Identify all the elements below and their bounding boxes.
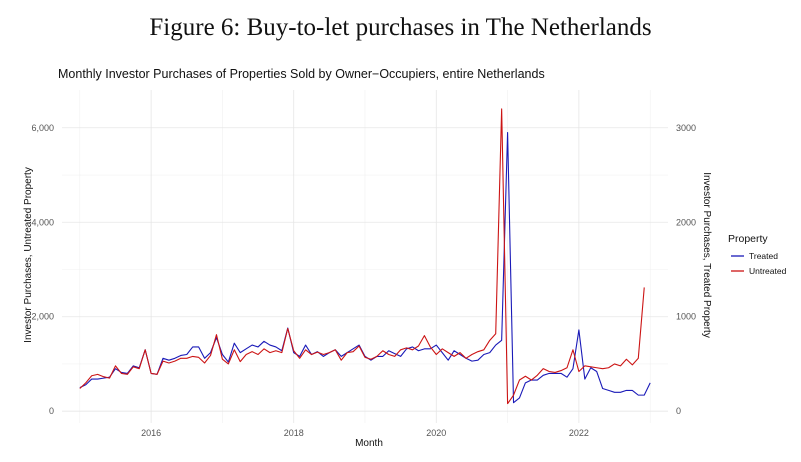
series-group (79, 108, 651, 405)
y-tick-label-right: 2000 (676, 217, 696, 227)
y-axis-label-right: Investor Purchases, Treated Property (701, 172, 712, 338)
legend-title: Property (728, 233, 768, 245)
figure-title: Figure 6: Buy-to-let purchases in The Ne… (149, 14, 652, 41)
y-axis-label-left: Investor Purchases, Untreated Property (23, 167, 34, 343)
y-tick-label-right: 0 (676, 406, 681, 416)
y-axis-right: 0 1000 2000 3000 (676, 123, 696, 416)
series-line-untreated (79, 108, 645, 405)
x-tick-label: 2016 (141, 428, 161, 438)
x-tick-label: 2020 (426, 428, 446, 438)
x-tick-label: 2022 (569, 428, 589, 438)
legend: Property Treated Untreated (728, 233, 787, 276)
legend-entry-treated: Treated (749, 251, 778, 261)
y-tick-label-left: 0 (49, 406, 54, 416)
y-axis-left: 0 2,000 4,000 6,000 (31, 123, 54, 416)
y-tick-label-right: 3000 (676, 123, 696, 133)
y-tick-label-left: 6,000 (31, 123, 54, 133)
x-tick-label: 2018 (284, 428, 304, 438)
y-tick-label-left: 2,000 (31, 312, 54, 322)
y-tick-label-right: 1000 (676, 312, 696, 322)
legend-entry-untreated: Untreated (749, 266, 787, 276)
grid (62, 90, 668, 423)
x-axis-label: Month (355, 438, 383, 449)
chart-title: Monthly Investor Purchases of Properties… (58, 67, 545, 81)
y-tick-label-left: 4,000 (31, 217, 54, 227)
x-axis: 2016 2018 2020 2022 (141, 428, 589, 438)
